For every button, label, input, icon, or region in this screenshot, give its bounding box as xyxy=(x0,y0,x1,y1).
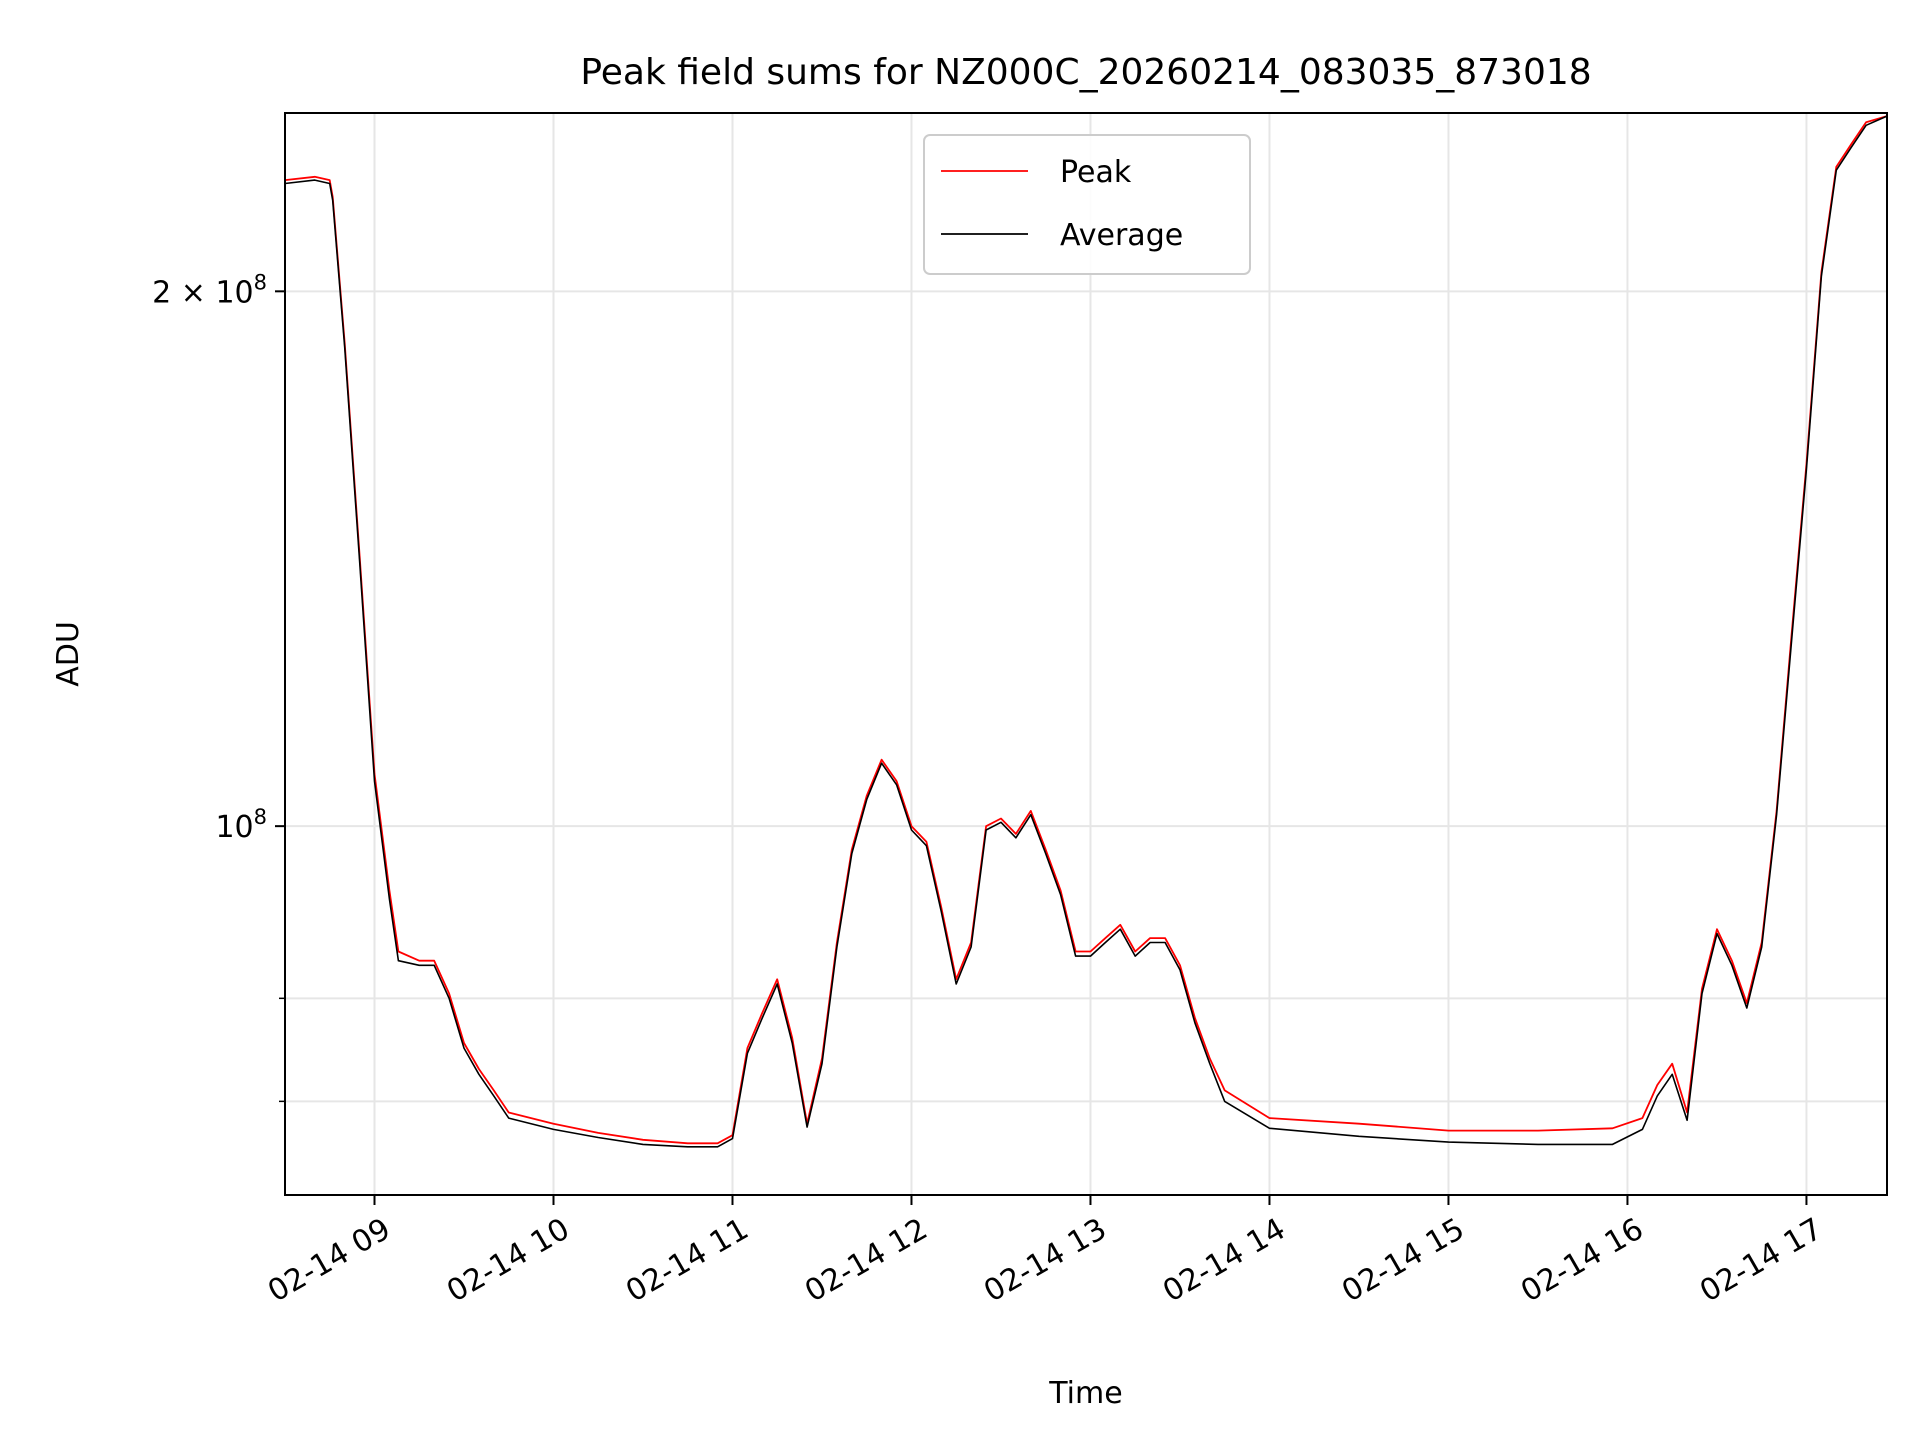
series-line-average xyxy=(284,115,1888,1148)
series-layer xyxy=(284,115,1888,1148)
y-tick-label: 2 × 108 xyxy=(152,270,267,310)
y-tick-label: 108 xyxy=(215,805,267,845)
chart-title: Peak field sums for NZ000C_20260214_0830… xyxy=(580,52,1591,93)
plot-frame xyxy=(284,112,1888,1196)
y-tick-base: 10 xyxy=(215,810,253,845)
grid xyxy=(285,113,1887,1195)
y-tick-coefficient: 2 × xyxy=(152,275,215,310)
legend-box xyxy=(923,134,1251,275)
y-axis-label: ADU xyxy=(51,621,86,687)
y-tick-base: 10 xyxy=(215,275,253,310)
legend-label-peak: Peak xyxy=(1060,155,1132,190)
y-tick-exponent: 8 xyxy=(254,270,267,294)
legend: Peak Average xyxy=(923,134,1251,275)
x-axis-label: Time xyxy=(1048,1376,1122,1411)
y-tick-exponent: 8 xyxy=(254,805,267,829)
legend-label-average: Average xyxy=(1060,218,1183,253)
